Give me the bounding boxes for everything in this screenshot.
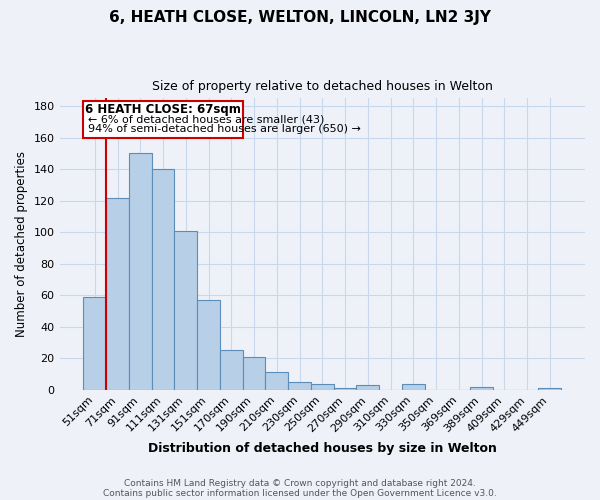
Bar: [356, 385, 379, 390]
Text: 94% of semi-detached houses are larger (650) →: 94% of semi-detached houses are larger (…: [88, 124, 361, 134]
Bar: [311, 384, 334, 390]
Text: 6 HEATH CLOSE: 67sqm: 6 HEATH CLOSE: 67sqm: [85, 103, 241, 116]
Bar: [129, 154, 152, 390]
Bar: [402, 384, 425, 390]
Bar: [106, 198, 129, 390]
FancyBboxPatch shape: [83, 102, 242, 138]
Text: 6, HEATH CLOSE, WELTON, LINCOLN, LN2 3JY: 6, HEATH CLOSE, WELTON, LINCOLN, LN2 3JY: [109, 10, 491, 25]
X-axis label: Distribution of detached houses by size in Welton: Distribution of detached houses by size …: [148, 442, 497, 455]
Bar: [538, 388, 561, 390]
Bar: [197, 300, 220, 390]
Bar: [220, 350, 242, 390]
Bar: [288, 382, 311, 390]
Text: Contains public sector information licensed under the Open Government Licence v3: Contains public sector information licen…: [103, 488, 497, 498]
Bar: [265, 372, 288, 390]
Y-axis label: Number of detached properties: Number of detached properties: [15, 151, 28, 337]
Bar: [242, 356, 265, 390]
Bar: [83, 297, 106, 390]
Title: Size of property relative to detached houses in Welton: Size of property relative to detached ho…: [152, 80, 493, 93]
Bar: [470, 386, 493, 390]
Bar: [175, 230, 197, 390]
Bar: [334, 388, 356, 390]
Text: ← 6% of detached houses are smaller (43): ← 6% of detached houses are smaller (43): [88, 114, 325, 124]
Text: Contains HM Land Registry data © Crown copyright and database right 2024.: Contains HM Land Registry data © Crown c…: [124, 478, 476, 488]
Bar: [152, 169, 175, 390]
